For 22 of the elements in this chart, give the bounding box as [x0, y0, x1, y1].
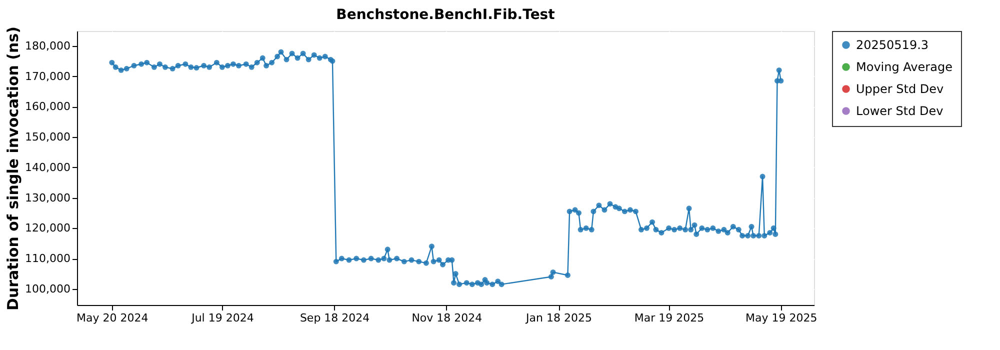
- x-tick-label: May 20 2024: [76, 312, 148, 324]
- y-tick-label: 120,000: [25, 222, 70, 235]
- y-tick-label: 110,000: [25, 252, 70, 266]
- y-tick-label: 160,000: [25, 100, 70, 114]
- legend-label: 20250519.3: [856, 38, 929, 52]
- x-tick-label: Mar 19 2025: [634, 312, 704, 324]
- y-axis-title: Duration of single invocation (ns): [4, 26, 22, 310]
- legend-label: Moving Average: [856, 60, 952, 74]
- x-tick-label: May 19 2025: [746, 312, 818, 324]
- x-tick-label: Jan 18 2025: [525, 312, 592, 324]
- y-tick-label: 130,000: [25, 191, 70, 204]
- chart-title: Benchstone.BenchI.Fib.Test: [336, 7, 556, 23]
- x-tick-label: Nov 18 2024: [412, 312, 482, 324]
- y-tick-label: 180,000: [25, 39, 70, 52]
- x-tick-label: Jul 19 2024: [190, 312, 254, 324]
- y-tick-label: 170,000: [25, 70, 70, 83]
- y-tick-label: 100,000: [25, 282, 70, 296]
- x-tick-label: Sep 18 2024: [300, 312, 370, 324]
- legend-label: Upper Std Dev: [856, 82, 944, 96]
- legend-label: Lower Std Dev: [856, 104, 944, 118]
- y-tick-label: 140,000: [25, 160, 70, 174]
- y-tick-label: 150,000: [25, 130, 70, 144]
